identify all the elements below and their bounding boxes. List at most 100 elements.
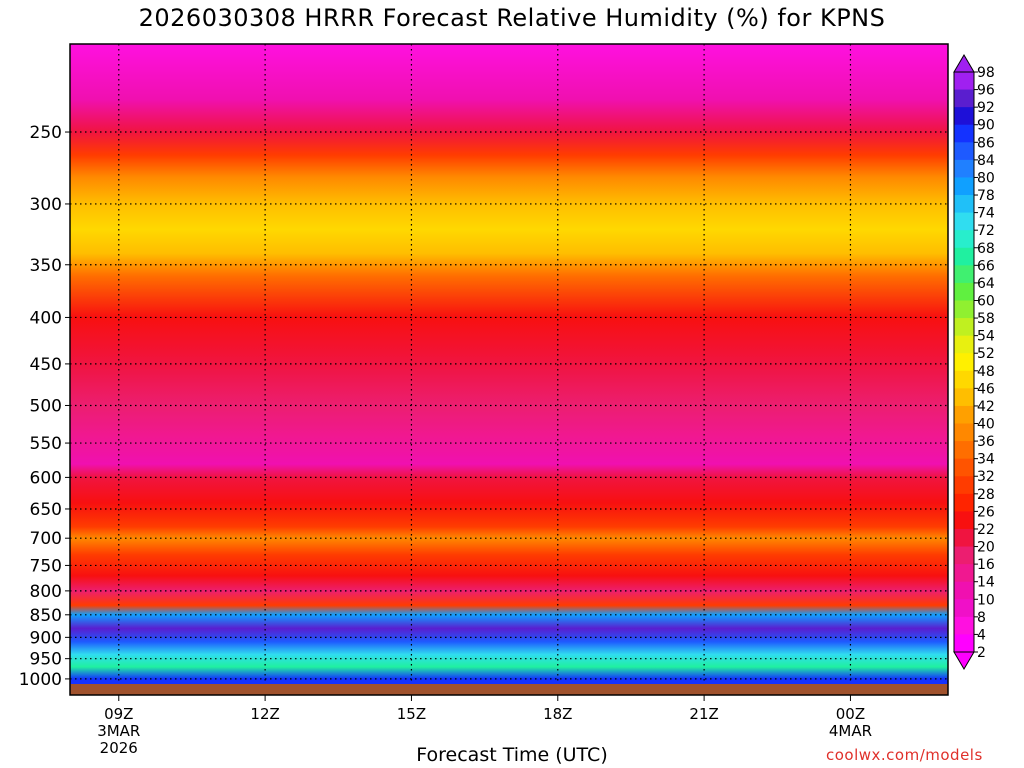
- colorbar-segment: [954, 247, 974, 266]
- colorbar-label: 98: [977, 65, 995, 81]
- chart-title: 2026030308 HRRR Forecast Relative Humidi…: [138, 4, 886, 32]
- colorbar-label: 48: [977, 364, 995, 380]
- colorbar-label: 64: [977, 276, 995, 292]
- colorbar-label: 42: [977, 399, 995, 415]
- colorbar-label: 80: [977, 170, 995, 186]
- colorbar-label: 16: [977, 557, 995, 573]
- colorbar-label: 4: [977, 627, 986, 643]
- ground-strip: [70, 684, 948, 695]
- colorbar-segment: [954, 493, 974, 512]
- colorbar-segment: [954, 441, 974, 460]
- colorbar-label: 60: [977, 293, 995, 309]
- y-tick-label: 600: [30, 468, 62, 488]
- colorbar-segment: [954, 511, 974, 530]
- colorbar-label: 84: [977, 153, 995, 169]
- plot-area: [69, 43, 949, 696]
- colorbar-segment: [954, 230, 974, 249]
- x-tick-label: 09Z: [104, 705, 133, 723]
- y-tick-label: 250: [30, 123, 62, 143]
- colorbar-segment: [954, 72, 974, 91]
- x-tick-label: 3MAR: [97, 722, 140, 740]
- colorbar-segment: [954, 353, 974, 372]
- x-tick-label: 12Z: [250, 705, 279, 723]
- colorbar-segment: [954, 528, 974, 548]
- colorbar-label: 52: [977, 346, 995, 362]
- colorbar-label: 10: [977, 592, 995, 608]
- x-tick-label: 2026: [100, 739, 138, 757]
- colorbar-label: 78: [977, 188, 995, 204]
- colorbar-label: 22: [977, 522, 995, 538]
- y-tick-label: 300: [30, 195, 62, 215]
- colorbar-label: 28: [977, 487, 995, 503]
- plot-frame: [69, 43, 949, 696]
- x-tick-label: 00Z: [836, 705, 865, 723]
- colorbar-segment: [954, 212, 974, 231]
- colorbar-label: 34: [977, 452, 995, 468]
- colorbar-segment: [954, 177, 974, 196]
- colorbar-segment: [954, 335, 974, 354]
- colorbar-segment: [954, 476, 974, 495]
- colorbar-segment: [954, 300, 974, 319]
- colorbar-label: 68: [977, 241, 995, 257]
- colorbar-segment: [954, 458, 974, 477]
- colorbar-label: 90: [977, 118, 995, 134]
- colorbar-segment: [954, 142, 974, 161]
- colorbar-label: 14: [977, 575, 995, 591]
- colorbar-label: 8: [977, 610, 986, 626]
- colorbar-segment: [954, 370, 974, 389]
- colorbar-label: 26: [977, 504, 995, 520]
- colorbar-label: 46: [977, 381, 995, 397]
- x-tick-label: 18Z: [543, 705, 572, 723]
- y-tick-label: 350: [30, 256, 62, 276]
- credit-text: coolwx.com/models: [826, 746, 983, 764]
- colorbar-label: 54: [977, 329, 995, 345]
- y-tick-label: 850: [30, 606, 62, 626]
- x-axis-label: Forecast Time (UTC): [416, 744, 608, 766]
- colorbar-segment: [954, 89, 974, 108]
- colorbar-segment: [954, 159, 974, 178]
- colorbar-segment: [954, 124, 974, 143]
- colorbar-segment: [954, 546, 974, 565]
- y-tick-label: 450: [30, 355, 62, 375]
- y-tick-label: 650: [30, 500, 62, 520]
- colorbar-segment: [954, 195, 974, 214]
- colorbar-segment: [954, 634, 974, 653]
- x-tick-label: 21Z: [689, 705, 718, 723]
- colorbar-label: 58: [977, 311, 995, 327]
- colorbar-segment: [954, 423, 974, 442]
- colorbar-frame: [953, 71, 975, 653]
- colorbar-segment: [954, 405, 974, 425]
- colorbar-top-arrow: [953, 54, 975, 73]
- colorbar-segment: [954, 616, 974, 635]
- colorbar-segment: [954, 599, 974, 618]
- y-tick-label: 900: [30, 628, 62, 648]
- colorbar-bottom-arrow: [953, 651, 975, 670]
- colorbar-segment: [954, 581, 974, 600]
- colorbar-label: 72: [977, 223, 995, 239]
- colorbar-segment: [954, 564, 974, 583]
- colorbar-label: 96: [977, 83, 995, 99]
- colorbar-label: 92: [977, 100, 995, 116]
- colorbar-label: 86: [977, 135, 995, 151]
- colorbar-label: 40: [977, 417, 995, 433]
- colorbar-label: 66: [977, 258, 995, 274]
- y-axis: 2503003504004505005506006507007508008509…: [19, 123, 70, 690]
- colorbar-label: 2: [977, 645, 986, 661]
- y-tick-label: 550: [30, 434, 62, 454]
- colorbar-segment: [954, 282, 974, 301]
- y-tick-label: 1000: [19, 670, 62, 690]
- colorbar-segment: [954, 107, 974, 126]
- grid-lines: [70, 44, 948, 684]
- colorbar: 9896929086848078747268666460585452484642…: [953, 54, 995, 670]
- x-tick-label: 4MAR: [829, 722, 872, 740]
- colorbar-segment: [954, 265, 974, 284]
- y-tick-label: 700: [30, 529, 62, 549]
- colorbar-segment: [954, 318, 974, 337]
- colorbar-label: 36: [977, 434, 995, 450]
- colorbar-label: 74: [977, 206, 995, 222]
- y-tick-label: 500: [30, 396, 62, 416]
- y-tick-label: 950: [30, 650, 62, 670]
- y-tick-label: 800: [30, 582, 62, 602]
